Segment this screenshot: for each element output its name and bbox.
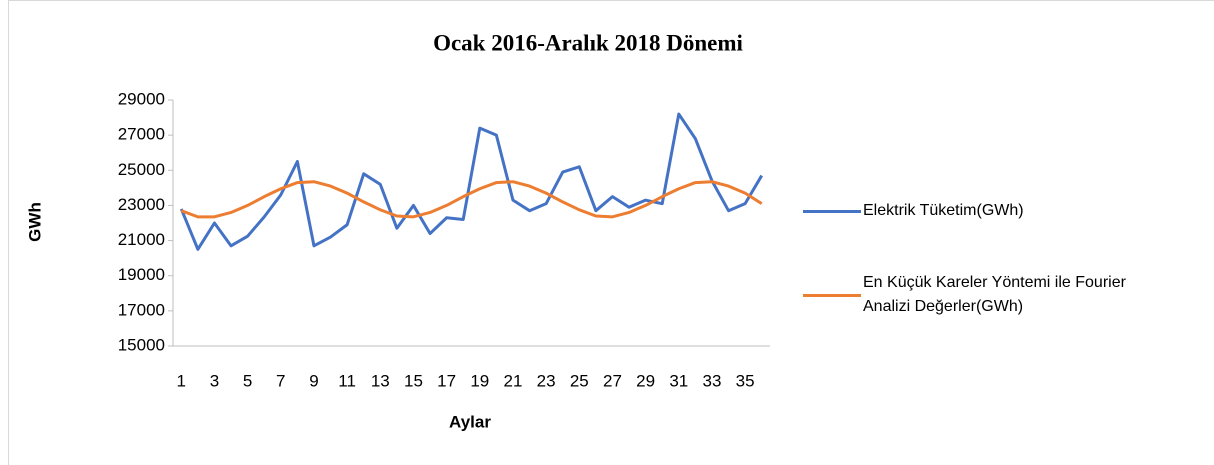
x-tick-label: 25 [570,371,589,390]
x-tick-label: 33 [702,371,721,390]
y-tick-label: 29000 [118,89,165,108]
x-tick-label: 23 [537,371,556,390]
legend-label: Elektrik Tüketim(GWh) [863,202,1024,219]
legend-swatch [803,209,861,213]
x-tick-label: 9 [309,371,318,390]
x-tick-label: 19 [470,371,489,390]
y-tick-label: 27000 [118,125,165,144]
x-tick-label: 35 [736,371,755,390]
x-tick-label: 31 [669,371,688,390]
legend-item: En Küçük Kareler Yöntemi ile Fourier Ana… [803,271,1153,319]
series-line [180,180,763,219]
x-tick-label: 7 [276,371,285,390]
y-tick-label: 19000 [118,265,165,284]
x-tick-label: 29 [636,371,655,390]
y-tick-label: 21000 [118,230,165,249]
x-tick-label: 5 [243,371,252,390]
chart-title: Ocak 2016-Aralık 2018 Dönemi [433,30,743,55]
x-tick-label: 15 [404,371,423,390]
y-tick-label: 25000 [118,160,165,179]
y-tick-label: 15000 [118,335,165,354]
x-tick-label: 3 [210,371,219,390]
x-axis-title: Aylar [449,412,491,431]
legend-label: En Küçük Kareler Yöntemi ile Fourier Ana… [863,274,1126,315]
chart-frame [8,0,1214,465]
legend-swatch [803,293,861,297]
x-tick-label: 27 [603,371,622,390]
legend-item: Elektrik Tüketim(GWh) [803,199,1153,223]
x-tick-label: 1 [177,371,186,390]
x-tick-label: 21 [503,371,522,390]
series-line [179,112,763,251]
y-axis-title: GWh [25,202,44,242]
y-tick-label: 17000 [118,300,165,319]
x-tick-label: 11 [338,371,356,390]
x-tick-label: 17 [437,371,456,390]
y-tick-label: 23000 [118,195,165,214]
x-tick-label: 13 [371,371,390,390]
